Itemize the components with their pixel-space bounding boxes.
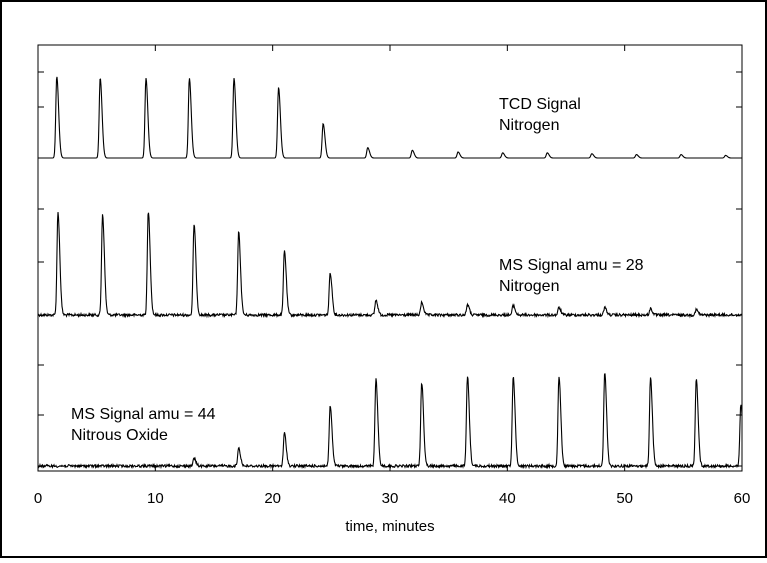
x-tick-label: 0 [34,490,42,507]
x-tick-label: 40 [499,490,516,507]
tick-marks [37,45,743,471]
x-tick-labels: 0 10 20 30 40 50 60 [34,490,751,507]
trace-label-3-line-1: MS Signal amu = 44 [71,406,216,423]
x-axis-label: time, minutes [345,518,434,535]
trace-line-2 [37,212,743,319]
x-tick-label: 50 [616,490,633,507]
trace-label-2-line-2: Nitrogen [499,278,559,295]
x-tick-label: 30 [382,490,399,507]
trace-label-1-line-2: Nitrogen [499,117,559,134]
trace-line-1 [38,76,742,159]
x-tick-label: 10 [147,490,164,507]
trace-label-3-line-2: Nitrous Oxide [71,427,168,444]
trace-label-2-line-1: MS Signal amu = 28 [499,257,644,274]
trace-labels: TCD Signal Nitrogen MS Signal amu = 28 Nitr… [71,96,644,444]
trace-line-3 [37,373,743,470]
signal-traces [37,76,743,470]
x-tick-label: 60 [734,490,751,507]
x-tick-label: 20 [264,490,281,507]
trace-label-1-line-1: TCD Signal [499,96,581,113]
